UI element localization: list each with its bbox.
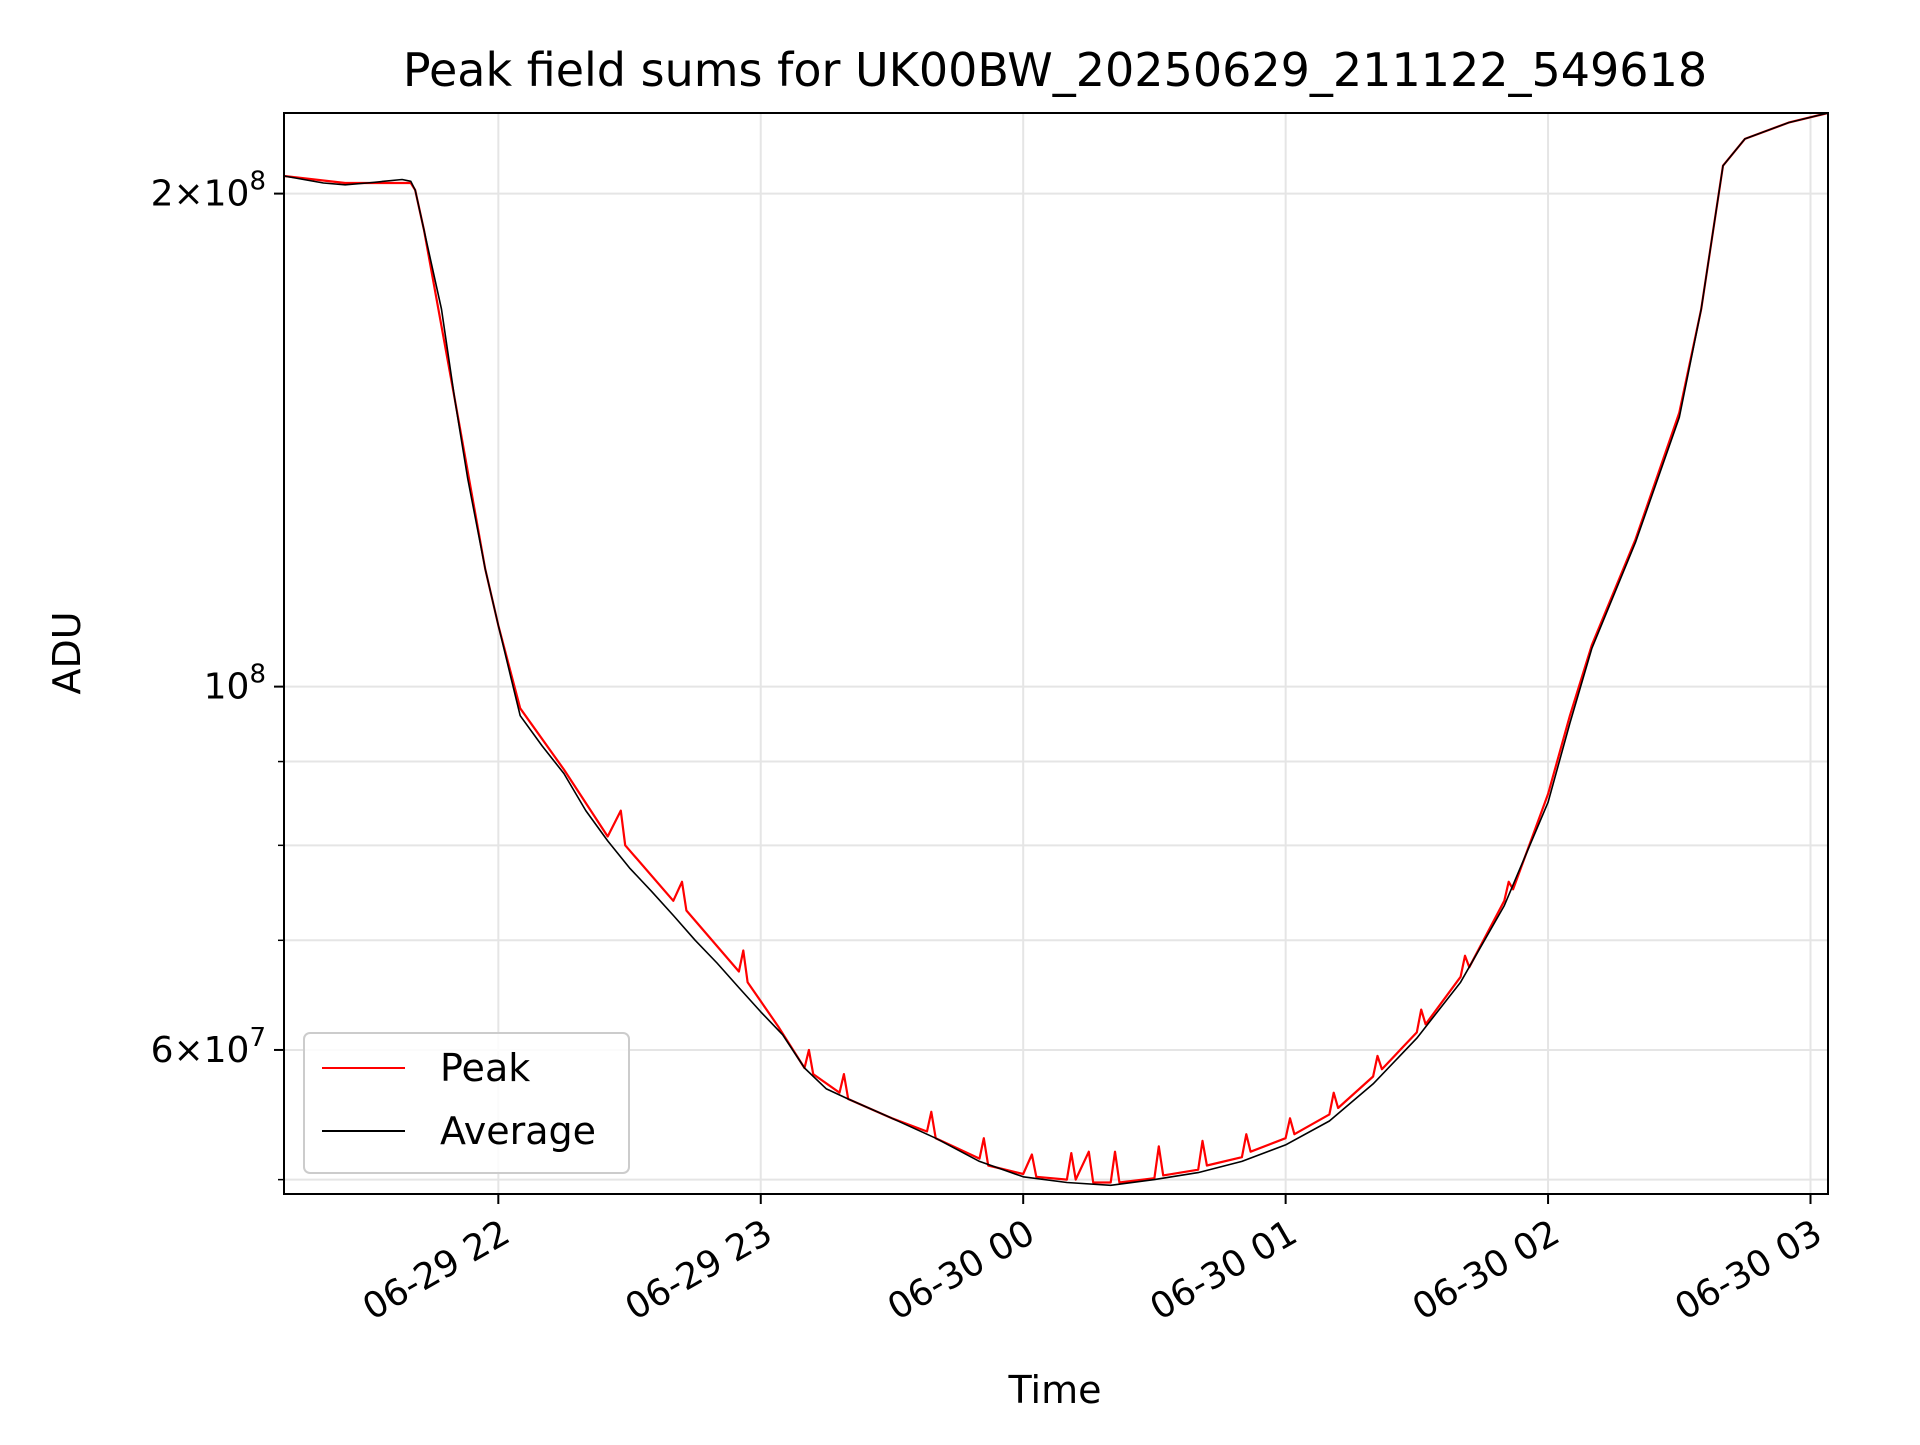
y-axis: 6×107 108 2×108 [151, 167, 284, 1181]
y-tick-label: 108 [204, 660, 266, 708]
legend: Peak Average [303, 1032, 630, 1174]
series-line-average [283, 112, 1829, 1187]
y-axis-label: ADU [45, 611, 89, 694]
y-tick-label: 2×108 [151, 167, 266, 215]
x-axis-label: Time [1008, 1368, 1102, 1412]
legend-label-average: Average [440, 1109, 596, 1153]
legend-label-peak: Peak [440, 1046, 530, 1090]
chart-title: Peak field sums for UK00BW_20250629_2111… [403, 43, 1707, 97]
plot-area-frame [283, 112, 1829, 1195]
y-tick-label: 6×107 [151, 1023, 266, 1071]
series-line-peak [283, 111, 1829, 1184]
series-layer [283, 111, 1829, 1187]
grid-lines [284, 113, 1828, 1194]
